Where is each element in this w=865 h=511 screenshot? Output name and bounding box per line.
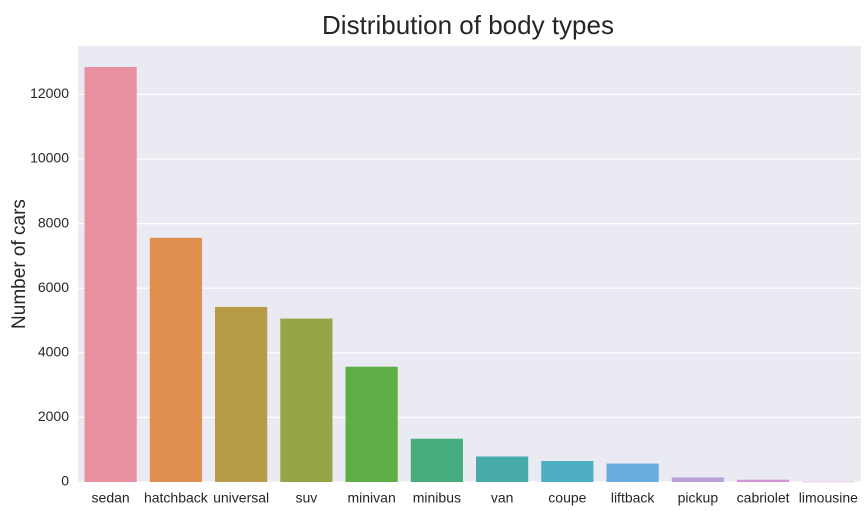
x-tick-label: liftback	[611, 490, 656, 506]
x-tick-label: hatchback	[144, 490, 209, 506]
bar-sedan	[84, 66, 137, 483]
y-axis-ticks: 0 2000 4000 6000 8000 10000 12000	[30, 85, 69, 489]
bar-limousine	[802, 481, 855, 483]
x-axis-ticks: sedan hatchback universal suv minivan minibus…	[92, 490, 859, 506]
y-tick-label: 2000	[38, 408, 69, 424]
x-tick-label: minibus	[413, 490, 461, 506]
x-tick-label: pickup	[678, 490, 719, 506]
bar-coupe	[541, 461, 594, 482]
chart-title: Distribution of body types	[322, 10, 614, 40]
bar-universal	[215, 306, 268, 482]
grid-lines	[78, 93, 861, 483]
x-tick-label: van	[491, 490, 514, 506]
x-tick-label: universal	[213, 490, 269, 506]
x-tick-label: suv	[295, 490, 317, 506]
x-tick-label: sedan	[92, 490, 130, 506]
x-tick-label: minivan	[348, 490, 396, 506]
y-tick-label: 0	[61, 473, 69, 489]
bar-van	[476, 456, 529, 482]
bar-hatchback	[149, 237, 202, 482]
x-tick-label: limousine	[799, 490, 858, 506]
y-tick-label: 10000	[30, 150, 69, 166]
bar-liftback	[606, 463, 659, 482]
bar-suv	[280, 318, 333, 482]
y-tick-label: 12000	[30, 85, 69, 101]
bar-cabriolet	[737, 479, 790, 482]
x-tick-label: coupe	[548, 490, 586, 506]
y-tick-label: 6000	[38, 279, 69, 295]
y-tick-label: 8000	[38, 214, 69, 230]
y-axis-label: Number of cars	[9, 199, 30, 329]
bars	[84, 66, 855, 483]
bar-pickup	[671, 477, 724, 482]
x-tick-label: cabriolet	[737, 490, 790, 506]
bar-minivan	[345, 366, 398, 482]
plot-area	[78, 46, 861, 482]
y-tick-label: 4000	[38, 344, 69, 360]
bar-minibus	[410, 438, 463, 482]
